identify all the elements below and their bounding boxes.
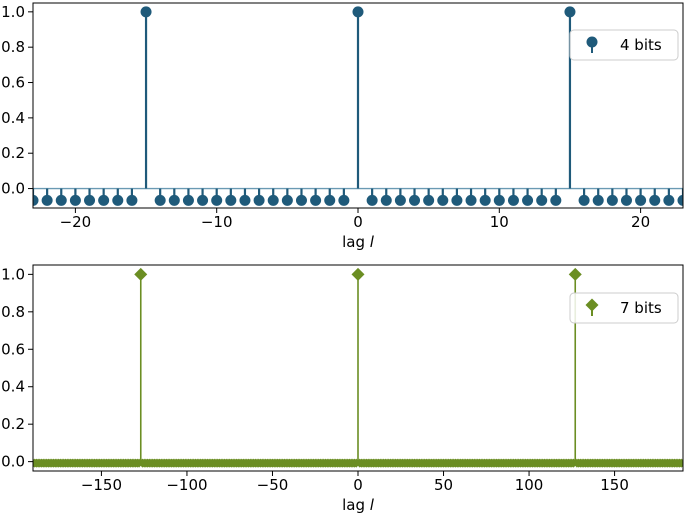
y-tick-label: 1.0 xyxy=(1,265,25,283)
marker-peak xyxy=(568,267,582,281)
marker xyxy=(493,194,505,206)
y-tick-label: 0.6 xyxy=(1,340,25,358)
marker xyxy=(33,194,39,206)
marker xyxy=(182,194,194,206)
marker xyxy=(578,194,590,206)
marker xyxy=(663,194,675,206)
marker xyxy=(522,194,534,206)
x-tick-label: 0 xyxy=(353,213,363,231)
x-tick-label: 50 xyxy=(434,476,453,494)
marker xyxy=(55,194,67,206)
marker xyxy=(324,194,336,206)
marker xyxy=(281,194,293,206)
marker xyxy=(253,194,265,206)
stem-marks xyxy=(33,267,683,468)
marker xyxy=(635,194,647,206)
marker-peak xyxy=(134,267,148,281)
marker xyxy=(84,194,96,206)
stem-marks xyxy=(33,6,683,206)
marker-peak xyxy=(351,267,365,281)
marker xyxy=(69,194,81,206)
y-tick-label: 1.0 xyxy=(1,3,25,21)
x-tick-label: 100 xyxy=(515,476,544,494)
legend-label: 7 bits xyxy=(620,299,662,317)
marker xyxy=(310,194,322,206)
y-tick-label: 0.4 xyxy=(1,378,25,396)
marker xyxy=(126,194,138,206)
x-axis-label-var: l xyxy=(370,233,375,251)
x-axis-label-text: lag xyxy=(342,233,370,251)
y-tick-label: 0.8 xyxy=(1,303,25,321)
legend-box xyxy=(569,29,679,61)
marker xyxy=(394,194,406,206)
marker xyxy=(225,194,237,206)
y-tick-label: 0.4 xyxy=(1,109,25,127)
marker xyxy=(592,194,604,206)
marker xyxy=(620,194,632,206)
marker-peak xyxy=(140,6,152,18)
marker xyxy=(112,194,124,206)
y-tick-label: 0.0 xyxy=(1,453,25,471)
legend-marker-icon xyxy=(585,298,599,312)
x-tick-label: −50 xyxy=(257,476,289,494)
marker xyxy=(451,194,463,206)
x-tick-label: 150 xyxy=(600,476,629,494)
marker xyxy=(465,194,477,206)
marker xyxy=(41,194,53,206)
marker xyxy=(338,194,350,206)
x-axis-label-text: lag xyxy=(342,496,370,514)
marker xyxy=(437,194,449,206)
bottom-stem-plot: −150 −100 −50 0 50 100 150 0.0 0.2 0.4 0.6 0.8 1.0 la… xyxy=(1,264,684,514)
marker xyxy=(154,194,166,206)
marker xyxy=(168,194,180,206)
marker xyxy=(479,194,491,206)
marker xyxy=(409,194,421,206)
x-tick-label: 0 xyxy=(353,476,363,494)
x-tick-label: −10 xyxy=(201,213,233,231)
marker-peak xyxy=(564,6,576,18)
x-tick-label: −100 xyxy=(166,476,207,494)
marker xyxy=(536,194,548,206)
x-axis-label: lag l xyxy=(342,496,375,514)
x-axis-label-var: l xyxy=(370,496,375,514)
marker xyxy=(98,194,110,206)
marker xyxy=(366,194,378,206)
marker xyxy=(550,194,562,206)
y-tick-label: 0.6 xyxy=(1,74,25,92)
y-tick-label: 0.0 xyxy=(1,180,25,198)
marker xyxy=(678,458,683,468)
y-tick-label: 0.2 xyxy=(1,144,25,162)
marker xyxy=(677,194,683,206)
marker xyxy=(606,194,618,206)
x-axis-label: lag l xyxy=(342,233,375,251)
marker xyxy=(197,194,209,206)
marker xyxy=(423,194,435,206)
marker xyxy=(267,194,279,206)
marker xyxy=(649,194,661,206)
marker-peak xyxy=(352,6,364,18)
x-tick-label: −150 xyxy=(81,476,122,494)
y-tick-label: 0.2 xyxy=(1,415,25,433)
top-stem-plot: −20 −10 0 10 20 0.0 0.2 0.4 0.6 0.8 1.0 lag l 4 bits xyxy=(1,2,684,251)
y-tick-label: 0.8 xyxy=(1,38,25,56)
legend-label: 4 bits xyxy=(620,36,662,54)
legend-box xyxy=(569,292,679,324)
x-tick-label: 10 xyxy=(490,213,509,231)
marker xyxy=(295,194,307,206)
legend-marker-icon xyxy=(586,36,598,48)
marker xyxy=(211,194,223,206)
marker xyxy=(380,194,392,206)
marker xyxy=(239,194,251,206)
x-tick-label: −20 xyxy=(60,213,92,231)
x-tick-label: 20 xyxy=(631,213,650,231)
marker xyxy=(507,194,519,206)
